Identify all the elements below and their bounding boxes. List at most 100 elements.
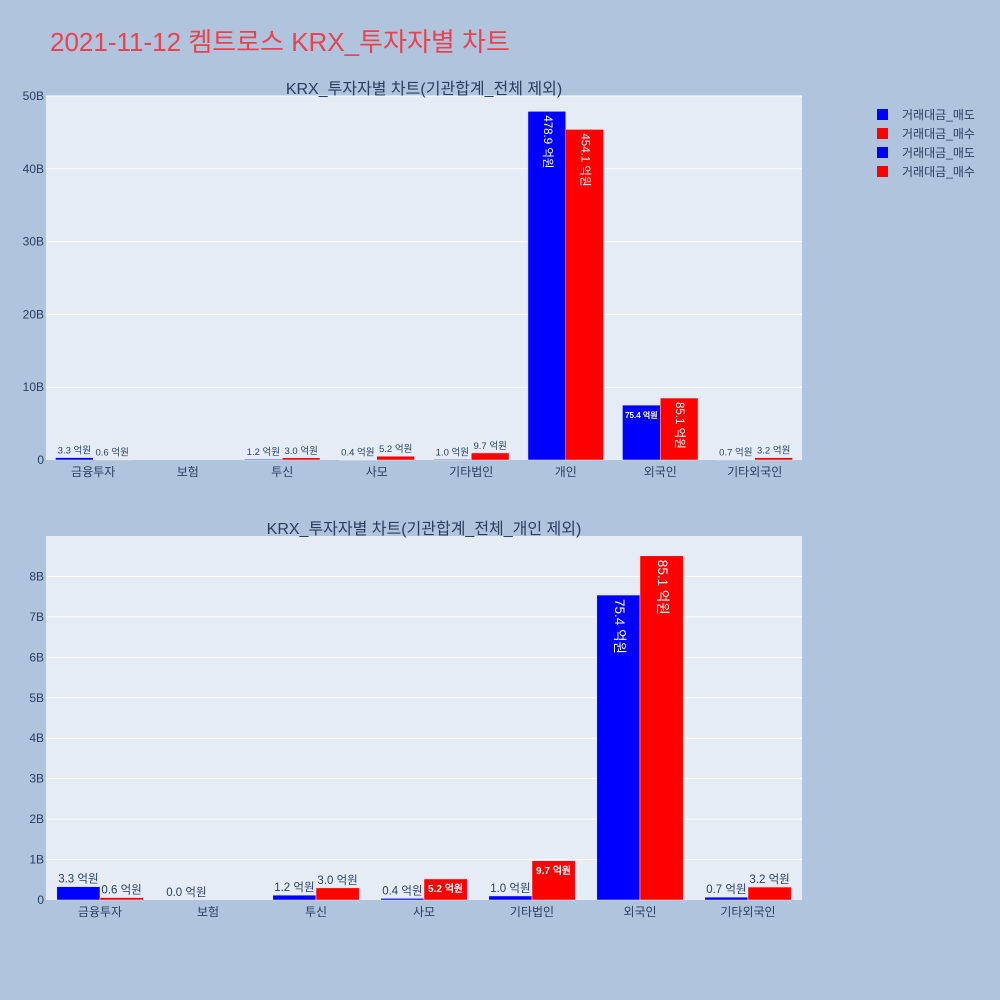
- bar: [639, 555, 684, 901]
- chart-title: KRX_투자자별 차트(기관합계_전체 제외): [286, 80, 562, 98]
- legend-swatch: [877, 166, 888, 177]
- bar: [622, 404, 661, 461]
- y-tick-label: 2B: [29, 812, 44, 826]
- bar-label: 1.0 억원: [436, 446, 469, 458]
- bar: [55, 457, 94, 461]
- x-tick-label: 투신: [271, 465, 293, 479]
- chart-title: KRX_투자자별 차트(기관합계_전체_개인 제외): [267, 520, 582, 538]
- bar: [433, 459, 472, 461]
- bar-label: 3.0 억원: [317, 873, 357, 887]
- x-tick-label: 외국인: [644, 465, 677, 479]
- y-tick-label: 20B: [23, 307, 44, 321]
- y-tick-label: 10B: [23, 380, 44, 394]
- y-tick-label: 3B: [29, 772, 44, 786]
- plot-area: [46, 536, 802, 900]
- x-tick-label: 개인: [555, 465, 577, 479]
- bar-label: 85.1 억원: [655, 560, 670, 615]
- legend-label: 거래대금_매도: [902, 108, 975, 122]
- bar-label: 85.1 억원: [673, 402, 687, 449]
- bar: [380, 898, 425, 901]
- legend-swatch: [877, 147, 888, 158]
- y-tick-label: 40B: [23, 162, 44, 176]
- bar: [488, 895, 533, 901]
- bar: [471, 452, 510, 461]
- x-tick-label: 금융투자: [78, 905, 122, 919]
- bar: [56, 886, 101, 901]
- x-tick-label: 보험: [197, 905, 219, 919]
- bar-label: 454.1 억원: [579, 133, 593, 186]
- bar: [423, 878, 468, 901]
- y-tick-label: 0: [37, 893, 44, 907]
- chart-panel-1: 0 10B 20B 30B 40B 50B KRX_투자자별 차트(기관합계_전체 제외) 금…: [23, 80, 802, 479]
- x-tick-label: 금융투자: [71, 465, 115, 479]
- y-tick-label: 1B: [29, 853, 44, 867]
- x-tick-label: 기타외국인: [727, 465, 782, 479]
- y-tick-label: 4B: [29, 731, 44, 745]
- y-tick-label: 5B: [29, 691, 44, 705]
- bar: [338, 459, 378, 461]
- bar-label: 9.7 억원: [473, 440, 506, 452]
- bar: [527, 111, 567, 461]
- bar-label: 3.0 억원: [284, 445, 317, 457]
- page-title: 2021-11-12 켐트로스 KRX_투자자별 차트: [50, 27, 510, 57]
- bar-label: 0.7 억원: [719, 446, 752, 458]
- legend-label: 거래대금_매수: [902, 127, 975, 141]
- bar: [531, 860, 576, 901]
- legend-swatch: [877, 128, 888, 139]
- bar: [282, 457, 321, 461]
- bar-label: 0.7 억원: [706, 882, 746, 896]
- x-tick-label: 투신: [305, 905, 327, 919]
- legend-label: 거래대금_매수: [902, 165, 975, 179]
- legend-label: 거래대금_매도: [902, 146, 975, 160]
- bar-label: 0.0 억원: [166, 885, 206, 899]
- x-tick-label: 기타법인: [449, 465, 493, 479]
- bar-label: 3.2 억원: [757, 445, 790, 457]
- bar: [99, 897, 144, 901]
- bar-label: 0.6 억원: [101, 883, 141, 897]
- bar-label: 3.2 억원: [749, 872, 789, 886]
- y-tick-label: 30B: [23, 235, 44, 249]
- x-tick-label: 사모: [413, 905, 435, 919]
- bar-label: 1.2 억원: [274, 880, 314, 894]
- bar: [747, 886, 792, 901]
- bar: [716, 459, 756, 461]
- bar: [754, 457, 793, 461]
- x-tick-label: 사모: [366, 465, 388, 479]
- bar: [565, 129, 604, 461]
- bar-label: 75.4 억원: [612, 599, 627, 654]
- bar-label: 0.6 억원: [95, 447, 128, 459]
- bar-label: 1.0 억원: [490, 881, 530, 895]
- bar-label: 9.7 억원: [536, 864, 571, 877]
- bar: [244, 458, 283, 461]
- bar-label: 478.9 억원: [541, 115, 555, 168]
- chart-panel-2: 0 1B 2B 3B 4B 5B 6B 7B 8B KRX_투자자별 차트(기관합계_전체_개인 …: [29, 520, 802, 919]
- x-tick-label: 보험: [177, 465, 199, 479]
- y-tick-label: 0: [37, 453, 44, 467]
- bar: [660, 397, 699, 461]
- bar-label: 0.4 억원: [341, 447, 374, 459]
- legend-swatch: [877, 109, 888, 120]
- y-tick-label: 6B: [29, 650, 44, 664]
- bar-label: 5.2 억원: [428, 882, 463, 895]
- bar: [376, 455, 415, 461]
- bar-label: 0.4 억원: [382, 883, 422, 897]
- bar: [704, 896, 749, 901]
- x-tick-label: 기타법인: [510, 905, 554, 919]
- bar-label: 3.3 억원: [58, 445, 91, 457]
- bar: [272, 894, 317, 901]
- bar-label: 3.3 억원: [58, 872, 98, 886]
- y-tick-label: 8B: [29, 569, 44, 583]
- bar: [596, 594, 641, 901]
- y-tick-label: 7B: [29, 610, 44, 624]
- bar: [315, 887, 360, 901]
- x-tick-label: 외국인: [623, 905, 656, 919]
- x-tick-label: 기타외국인: [720, 905, 775, 919]
- bar-label: 5.2 억원: [379, 443, 412, 455]
- bar-label: 1.2 억원: [247, 446, 280, 458]
- bar: [93, 459, 132, 461]
- y-tick-label: 50B: [23, 89, 44, 103]
- bar-label: 75.4 억원: [625, 410, 658, 420]
